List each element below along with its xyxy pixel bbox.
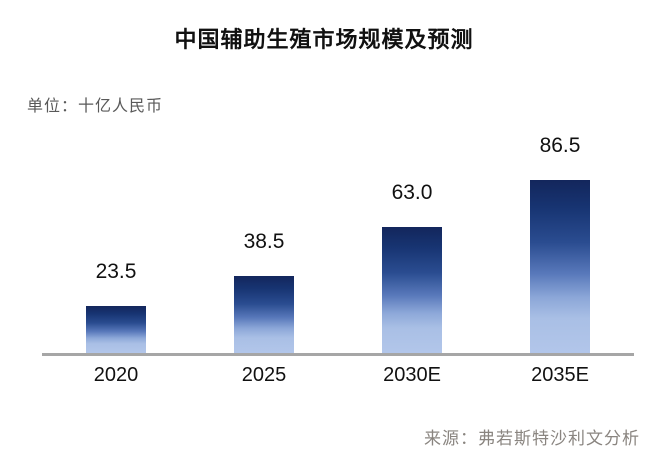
x-tick-label: 2020 xyxy=(93,364,139,386)
bar-column: 63.0 xyxy=(338,181,486,353)
source-label: 来源：弗若斯特沙利文分析 xyxy=(424,429,640,448)
bar xyxy=(530,180,590,353)
bar-value-label: 86.5 xyxy=(539,134,581,157)
bar xyxy=(382,227,442,353)
bar xyxy=(234,276,294,353)
x-tick-label: 2025 xyxy=(241,364,287,386)
bar-value-label: 63.0 xyxy=(391,181,433,204)
bar xyxy=(86,306,146,353)
x-tick-label: 2030E xyxy=(383,364,441,386)
bar-value-label: 23.5 xyxy=(95,260,137,283)
plot-area: 23.5 38.5 63.0 86.5 xyxy=(42,100,634,353)
x-axis-line xyxy=(42,353,634,356)
bar-column: 23.5 xyxy=(42,260,190,353)
bar-column: 38.5 xyxy=(190,230,338,353)
unit-label: 单位：十亿人民币 xyxy=(27,98,164,115)
bar-column: 86.5 xyxy=(486,134,634,353)
bar-value-label: 38.5 xyxy=(243,230,285,253)
x-axis-labels: 2020 2025 2030E 2035E xyxy=(42,364,634,387)
chart-title: 中国辅助生殖市场规模及预测 xyxy=(174,27,474,52)
x-tick-label: 2035E xyxy=(531,364,589,386)
